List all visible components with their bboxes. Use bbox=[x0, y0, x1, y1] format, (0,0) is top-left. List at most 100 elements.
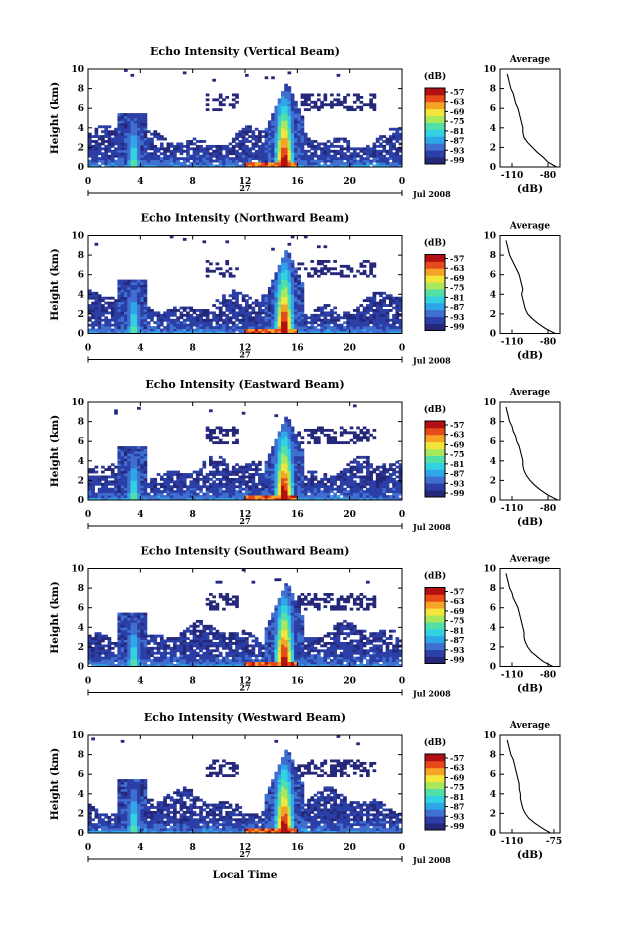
heatmap-cell bbox=[97, 331, 102, 334]
heatmap-cell bbox=[280, 108, 285, 112]
heatmap-cell bbox=[117, 460, 122, 464]
heatmap-cell bbox=[150, 313, 154, 317]
panel-3: Echo Intensity (Eastward Beam)0246810Hei… bbox=[49, 378, 561, 532]
heatmap-cell bbox=[248, 463, 252, 467]
heatmap-cell bbox=[280, 475, 285, 479]
heatmap-cell bbox=[238, 132, 243, 136]
heatmap-cell bbox=[202, 152, 207, 156]
heatmap-cell bbox=[388, 490, 393, 494]
heatmap-cell bbox=[91, 639, 95, 643]
heatmap-cell bbox=[323, 492, 328, 496]
heatmap-cell bbox=[294, 475, 298, 479]
heatmap-cell bbox=[300, 468, 305, 471]
heatmap-cell bbox=[225, 482, 230, 486]
heatmap-cell bbox=[379, 149, 383, 153]
heatmap-cell bbox=[189, 475, 194, 479]
heatmap-cell bbox=[379, 291, 383, 295]
heatmap-cell bbox=[336, 157, 341, 161]
heatmap-cell bbox=[179, 475, 184, 479]
heatmap-cell bbox=[222, 328, 226, 332]
heatmap-cell bbox=[300, 144, 305, 148]
heatmap-cell bbox=[143, 291, 148, 295]
heatmap-cell bbox=[88, 309, 92, 312]
heatmap-cell bbox=[392, 135, 396, 138]
heatmap-cell bbox=[123, 144, 128, 148]
heatmap-cell bbox=[101, 328, 105, 332]
heatmap-cell bbox=[117, 120, 122, 124]
heatmap-cell bbox=[310, 428, 315, 432]
average-y-tick-label: 6 bbox=[490, 271, 496, 281]
heatmap-cell bbox=[330, 164, 334, 168]
heatmap-cell bbox=[133, 120, 138, 124]
heatmap-cell bbox=[104, 637, 109, 640]
heatmap-cell bbox=[156, 661, 161, 665]
heatmap-cell bbox=[127, 113, 131, 116]
heatmap-cell bbox=[333, 159, 337, 163]
colorbar-swatch bbox=[425, 275, 445, 283]
heatmap-cell bbox=[310, 93, 315, 97]
heatmap-cell bbox=[284, 91, 288, 94]
heatmap-cell bbox=[271, 470, 275, 474]
heatmap-cell bbox=[310, 105, 315, 109]
heatmap-cell bbox=[123, 455, 128, 459]
heatmap-cell bbox=[143, 142, 148, 146]
heatmap-cell bbox=[212, 482, 216, 486]
heatmap-cell bbox=[120, 140, 125, 143]
heatmap-cell bbox=[313, 144, 318, 148]
x-tick-label: 0 bbox=[399, 177, 405, 187]
heatmap-cell bbox=[330, 103, 334, 107]
heatmap-cell bbox=[146, 152, 151, 156]
heatmap-cell bbox=[137, 642, 141, 645]
heatmap-cell bbox=[114, 465, 118, 469]
heatmap-cell bbox=[133, 615, 138, 618]
heatmap-cell bbox=[130, 460, 135, 464]
heatmap-cell bbox=[313, 492, 318, 496]
heatmap-cell bbox=[248, 154, 252, 158]
heatmap-cell bbox=[117, 622, 122, 626]
heatmap-cell bbox=[382, 162, 387, 165]
heatmap-cell bbox=[110, 142, 115, 146]
heatmap-cell bbox=[310, 328, 315, 332]
heatmap-cell bbox=[251, 130, 256, 134]
heatmap-cell bbox=[182, 473, 187, 476]
heatmap-cell bbox=[202, 492, 207, 496]
heatmap-cell bbox=[300, 482, 305, 486]
heatmap-cell bbox=[316, 262, 321, 266]
heatmap-cell bbox=[280, 284, 285, 288]
heatmap-cell bbox=[133, 485, 138, 489]
heatmap-cell bbox=[94, 311, 99, 315]
heatmap-cell bbox=[388, 294, 393, 298]
heatmap-cell bbox=[372, 142, 377, 146]
heatmap-cell bbox=[320, 269, 324, 273]
heatmap-cell bbox=[254, 154, 259, 158]
heatmap-cell bbox=[359, 318, 364, 322]
heatmap-cell bbox=[228, 428, 233, 432]
heatmap-cell bbox=[313, 154, 318, 158]
heatmap-cell bbox=[264, 127, 269, 131]
heatmap-cell bbox=[271, 468, 275, 471]
heatmap-cell bbox=[362, 433, 367, 437]
heatmap-cell bbox=[166, 331, 171, 334]
heatmap-cell bbox=[140, 279, 144, 283]
heatmap-cell bbox=[88, 639, 92, 643]
heatmap-cell bbox=[123, 149, 128, 153]
heatmap-cell bbox=[261, 328, 266, 332]
heatmap-cell bbox=[127, 140, 131, 143]
heatmap-cell bbox=[140, 651, 144, 655]
heatmap-cell bbox=[297, 443, 301, 447]
heatmap-cell bbox=[238, 147, 243, 151]
heatmap-cell bbox=[120, 624, 125, 628]
heatmap-cell bbox=[91, 328, 95, 332]
heatmap-cell bbox=[294, 446, 298, 449]
heatmap-cell bbox=[339, 485, 344, 489]
heatmap-cell bbox=[101, 639, 105, 643]
heatmap-cell bbox=[114, 482, 118, 486]
heatmap-cell bbox=[375, 475, 380, 479]
heatmap-cell bbox=[127, 612, 131, 616]
heatmap-cell bbox=[241, 306, 246, 310]
heatmap-cell bbox=[326, 144, 331, 148]
heatmap-cell bbox=[280, 100, 285, 104]
heatmap-cell bbox=[264, 497, 269, 501]
heatmap-cell bbox=[127, 299, 131, 303]
heatmap-cell bbox=[287, 264, 292, 268]
